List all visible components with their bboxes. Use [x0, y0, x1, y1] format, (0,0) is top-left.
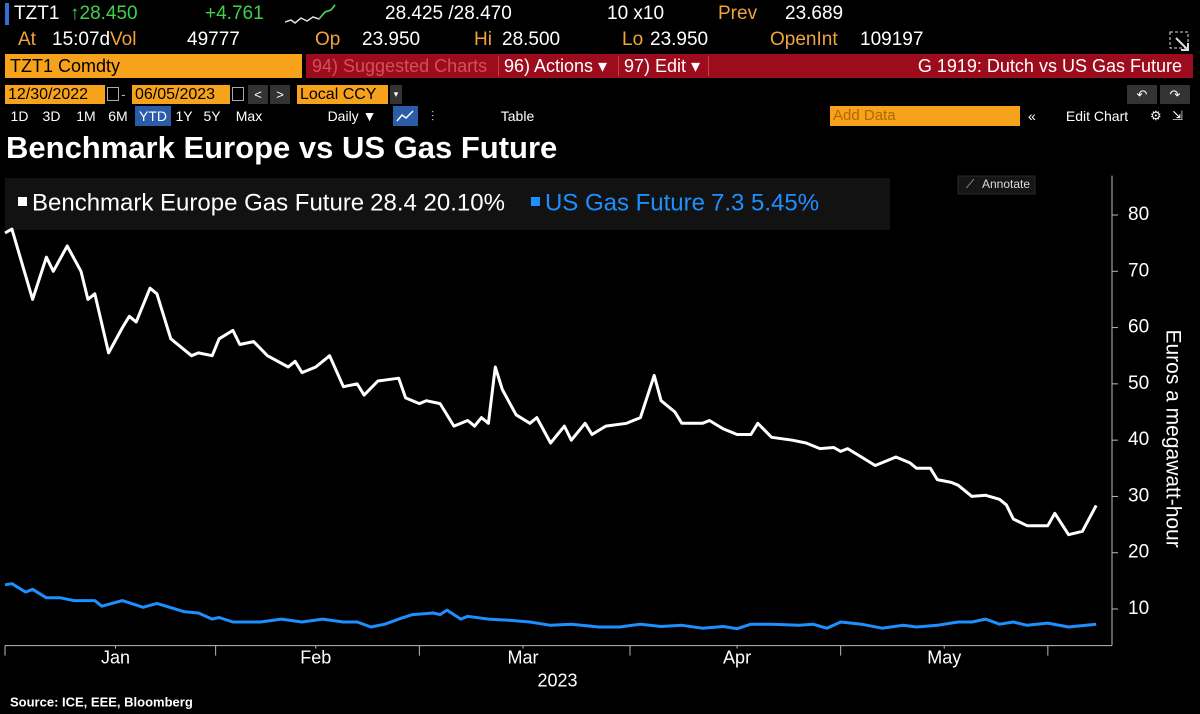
vol-value: 49777: [187, 29, 240, 50]
vol-label: Vol: [110, 29, 137, 50]
frequency-button[interactable]: Daily ▼: [327, 108, 377, 124]
menu-divider: [708, 56, 709, 76]
table-button[interactable]: Table: [500, 108, 535, 124]
y-tick-label: 30: [1128, 485, 1149, 506]
high-label: Hi: [474, 29, 492, 50]
y-tick-label: 70: [1128, 260, 1149, 281]
y-tick-label: 40: [1128, 429, 1149, 450]
popout-icon[interactable]: [1168, 30, 1192, 52]
period-button[interactable]: 1Y: [175, 108, 193, 124]
security[interactable]: TZT1 Comdty: [10, 56, 121, 76]
legend-swatch: [530, 197, 540, 206]
actions-menu[interactable]: 96) Actions ▾: [504, 56, 608, 76]
open-value: 23.950: [362, 29, 421, 50]
x-tick-label: Jan: [101, 647, 130, 667]
legend-box: [5, 178, 890, 230]
currency-dropdown[interactable]: ▾: [390, 85, 402, 104]
chart-name: G 1919: Dutch vs US Gas Future: [917, 56, 1182, 76]
settings-icon[interactable]: ⚙: [1150, 108, 1162, 123]
calendar-icon[interactable]: [107, 87, 119, 101]
redo-button[interactable]: ↷: [1160, 85, 1190, 104]
period-button[interactable]: YTD: [135, 106, 171, 126]
bar-style-button[interactable]: ⫶: [430, 108, 435, 124]
open-label: Op: [315, 29, 341, 50]
last-price: ↑28.450: [70, 3, 138, 24]
size: 10 x10: [607, 3, 665, 24]
menu-bar: [306, 54, 1193, 78]
end-date-field[interactable]: [132, 85, 230, 104]
chart: Benchmark Europe vs US Gas Future ⟋ Anno…: [4, 130, 1184, 709]
calendar-icon[interactable]: [232, 87, 244, 101]
low-value: 23.950: [650, 29, 709, 50]
y-axis-label: Euros a megawatt-hour: [1161, 329, 1184, 547]
period-button[interactable]: 1M: [76, 108, 96, 124]
currency-field[interactable]: [297, 85, 388, 104]
period-button[interactable]: 6M: [108, 108, 128, 124]
menu-divider: [498, 56, 499, 76]
legend-name: US Gas Future: [545, 189, 705, 216]
annotate-button[interactable]: [957, 175, 1036, 195]
y-tick-label: 10: [1128, 598, 1149, 619]
period-button[interactable]: 5Y: [203, 108, 221, 124]
next-arrow[interactable]: >: [270, 85, 290, 104]
currency[interactable]: Local CCY: [300, 86, 377, 103]
suggested-charts[interactable]: 94) Suggested Charts: [312, 56, 488, 76]
start-date[interactable]: 12/30/2022: [8, 86, 89, 103]
options-icon[interactable]: ⇲: [1172, 108, 1183, 123]
series-line: [4, 227, 1098, 537]
x-axis-label: 2023: [537, 670, 577, 690]
x-tick-label: May: [927, 647, 961, 667]
y-tick-label: 50: [1128, 373, 1149, 394]
period-button[interactable]: 1D: [10, 108, 29, 124]
security-field[interactable]: [5, 54, 302, 78]
line-style-button[interactable]: [393, 106, 418, 126]
period-button[interactable]: Max: [235, 108, 263, 124]
series-line: [4, 582, 1097, 631]
edit-menu[interactable]: 97) Edit ▾: [624, 56, 701, 76]
start-date-field[interactable]: [5, 85, 105, 104]
add-data-field[interactable]: [830, 106, 1020, 126]
open-interest-value: 109197: [860, 29, 924, 50]
period-button[interactable]: 3D: [42, 108, 61, 124]
annotate-icon[interactable]: ⟋: [966, 177, 975, 191]
at-label: At: [18, 29, 36, 50]
ticker: TZT1: [14, 3, 60, 24]
legend-swatch: [18, 197, 27, 206]
open-interest-label: OpenInt: [770, 29, 838, 50]
y-tick-label: 60: [1128, 317, 1149, 338]
sparkline-icon: [285, 4, 336, 24]
annotate-label[interactable]: Annotate: [982, 177, 1030, 191]
legend-name: Benchmark Europe Gas Future: [32, 189, 364, 216]
price-change: +4.761: [205, 3, 264, 24]
collapse-button[interactable]: «: [1028, 108, 1036, 124]
prev-value: 23.689: [785, 3, 844, 24]
y-tick-label: 80: [1128, 204, 1149, 225]
bid-ask: 28.425 /28.470: [385, 3, 512, 24]
ticker-marker: [5, 3, 9, 25]
high-value: 28.500: [502, 29, 561, 50]
time: 15:07d: [52, 29, 111, 50]
x-tick-label: Mar: [507, 647, 538, 667]
legend-stats: 28.4 20.10%: [370, 189, 505, 216]
prev-label: Prev: [718, 3, 758, 24]
end-date[interactable]: 06/05/2023: [135, 86, 216, 103]
menu-divider: [618, 56, 619, 76]
add-data[interactable]: Add Data: [833, 107, 896, 124]
x-tick-label: Apr: [723, 647, 751, 667]
y-tick-label: 20: [1128, 542, 1149, 563]
date-dash: -: [121, 86, 126, 102]
chart-title: Benchmark Europe vs US Gas Future: [6, 130, 557, 165]
undo-button[interactable]: ↶: [1127, 85, 1157, 104]
legend-stats: 7.3 5.45%: [711, 189, 819, 216]
x-tick-label: Feb: [300, 647, 331, 667]
prev-arrow[interactable]: <: [248, 85, 268, 104]
source: Source: ICE, EEE, Bloomberg: [10, 694, 193, 709]
edit-chart-button[interactable]: Edit Chart: [1065, 108, 1129, 124]
low-label: Lo: [622, 29, 644, 50]
